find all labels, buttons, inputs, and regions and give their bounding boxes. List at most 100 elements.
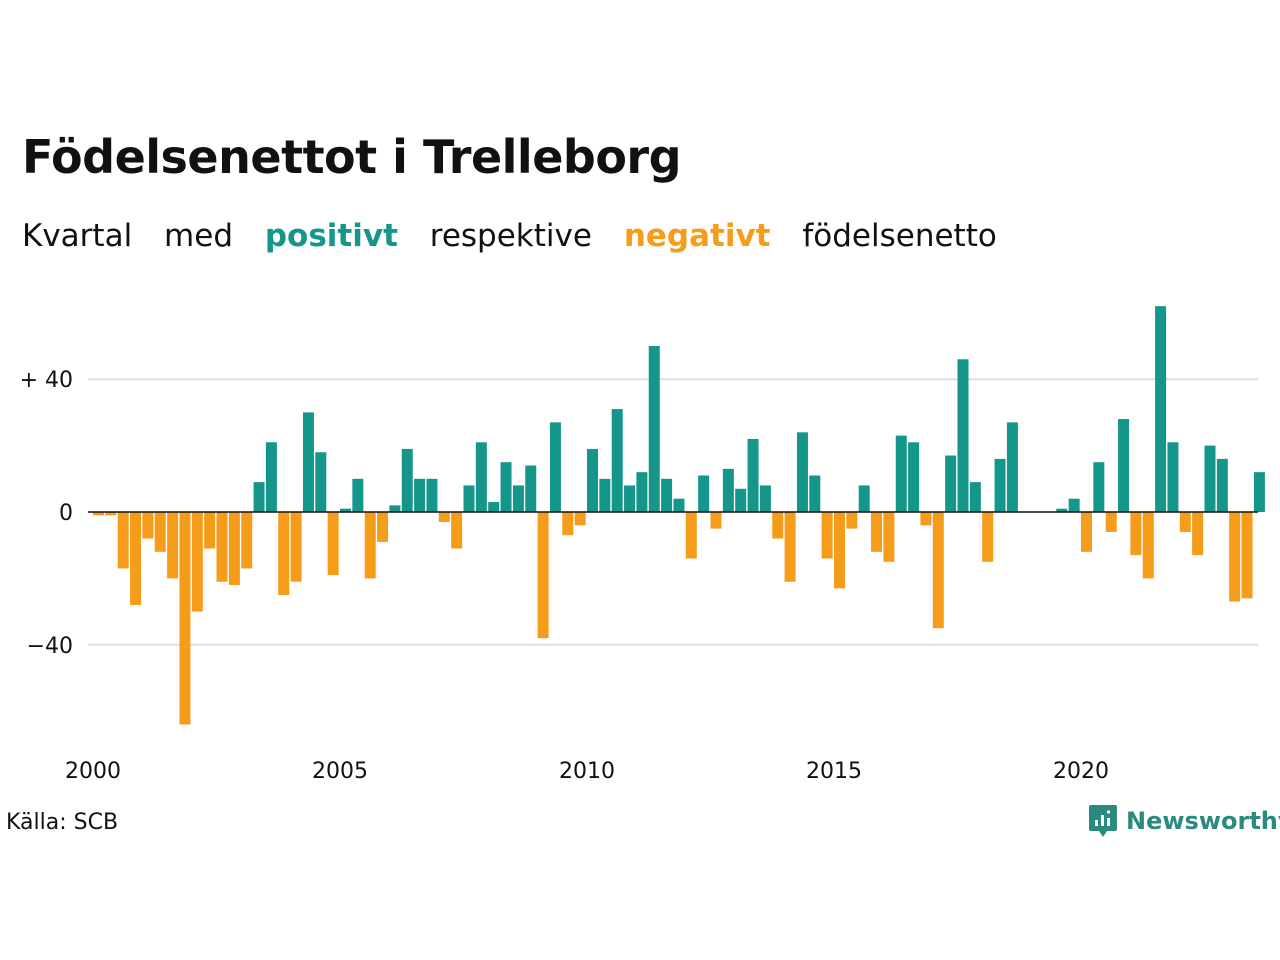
bar-negative xyxy=(1241,512,1253,599)
bar-positive xyxy=(759,485,771,512)
bar-positive xyxy=(1253,472,1265,512)
subtitle-word-fodelsenetto: födelsenetto xyxy=(802,218,997,254)
bar-negative xyxy=(216,512,228,582)
bar-negative xyxy=(1142,512,1154,579)
x-tick-label: 2000 xyxy=(65,759,121,784)
bar-positive xyxy=(945,455,957,512)
bar-negative xyxy=(154,512,166,552)
y-tick-label: 0 xyxy=(59,501,73,526)
bar-negative xyxy=(920,512,932,526)
bar-negative xyxy=(871,512,883,552)
bar-negative xyxy=(228,512,240,586)
bar-positive xyxy=(673,498,685,512)
bar-negative xyxy=(834,512,845,589)
gridlines xyxy=(88,378,1258,646)
bar-positive xyxy=(525,465,537,512)
bar-positive xyxy=(698,475,710,512)
bar-negative xyxy=(1229,512,1241,602)
bars xyxy=(93,306,1265,725)
x-tick-label: 2010 xyxy=(559,759,615,784)
bar-negative xyxy=(821,512,833,559)
bar-negative xyxy=(846,512,858,529)
bar-positive xyxy=(488,502,500,512)
bar-positive xyxy=(463,485,475,512)
bar-positive xyxy=(858,485,870,512)
bar-positive xyxy=(352,478,364,512)
bar-positive xyxy=(994,458,1006,512)
bar-negative xyxy=(982,512,994,562)
y-tick-label: + 40 xyxy=(20,368,73,393)
subtitle-word-med: med xyxy=(164,218,233,254)
bar-positive xyxy=(735,488,747,512)
brand-logo[interactable]: Newsworthy xyxy=(1088,803,1280,839)
bar-negative xyxy=(290,512,302,582)
bar-negative xyxy=(364,512,376,579)
bar-positive xyxy=(253,482,265,512)
bar-negative xyxy=(710,512,722,529)
bar-positive xyxy=(809,475,821,512)
x-axis-labels: 2000 2005 2010 2015 2020 xyxy=(65,759,1109,784)
y-tick-label: −40 xyxy=(27,634,73,659)
bar-positive xyxy=(500,462,512,512)
bar-positive xyxy=(648,346,660,512)
bar-positive xyxy=(587,448,598,512)
subtitle-positive-word: positivt xyxy=(264,218,398,254)
bar-negative xyxy=(784,512,796,582)
bar-positive xyxy=(389,505,401,512)
bar-positive xyxy=(661,478,673,512)
bar-negative xyxy=(562,512,574,536)
bar-negative xyxy=(1130,512,1142,556)
bar-positive xyxy=(1068,498,1080,512)
bar-positive xyxy=(747,438,759,512)
bar-negative xyxy=(377,512,389,542)
bar-negative xyxy=(438,512,450,522)
brand-name: Newsworthy xyxy=(1126,807,1280,835)
subtitle-word-respektive: respektive xyxy=(429,218,592,254)
bar-negative xyxy=(1105,512,1117,532)
bar-positive xyxy=(315,452,327,512)
bar-positive xyxy=(908,442,920,512)
bar-negative xyxy=(537,512,549,639)
bar-negative xyxy=(117,512,129,569)
bar-negative xyxy=(1081,512,1092,552)
bar-negative xyxy=(130,512,142,605)
source-label: Källa: SCB xyxy=(6,810,119,835)
bar-positive xyxy=(722,468,734,512)
bar-negative xyxy=(1179,512,1191,532)
bar-positive xyxy=(599,478,611,512)
chart-title: Födelsenettot i Trelleborg xyxy=(22,130,682,184)
bar-negative xyxy=(278,512,290,595)
bar-positive xyxy=(1056,508,1068,512)
bar-positive xyxy=(512,485,524,512)
bar-negative xyxy=(883,512,895,562)
bar-negative xyxy=(932,512,944,629)
bar-negative xyxy=(451,512,463,549)
bar-positive xyxy=(1118,419,1130,512)
bar-positive xyxy=(611,409,623,512)
bar-positive xyxy=(1155,306,1167,512)
bar-negative xyxy=(142,512,154,539)
y-axis-labels: + 40 0 −40 xyxy=(20,368,73,659)
bar-positive xyxy=(636,472,648,512)
bar-negative xyxy=(191,512,203,612)
bar-negative xyxy=(327,512,339,576)
bar-negative xyxy=(204,512,216,549)
bar-positive xyxy=(302,412,314,512)
bar-negative xyxy=(167,512,179,579)
x-tick-label: 2020 xyxy=(1053,759,1109,784)
subtitle-negative-word: negativt xyxy=(623,218,771,254)
x-tick-label: 2015 xyxy=(806,759,862,784)
bar-positive xyxy=(796,432,808,512)
bar-chart: + 40 0 −40 2000 2005 2010 2015 2020 xyxy=(20,306,1265,784)
bar-negative xyxy=(93,512,104,516)
bar-positive xyxy=(265,442,277,512)
newsworthy-icon xyxy=(1089,805,1117,837)
bar-positive xyxy=(624,485,636,512)
bar-negative xyxy=(241,512,253,569)
bar-positive xyxy=(969,482,981,512)
bar-positive xyxy=(1006,422,1018,512)
bar-positive xyxy=(1167,442,1179,512)
bar-positive xyxy=(340,508,351,512)
x-tick-label: 2005 xyxy=(312,759,368,784)
bar-positive xyxy=(401,448,413,512)
